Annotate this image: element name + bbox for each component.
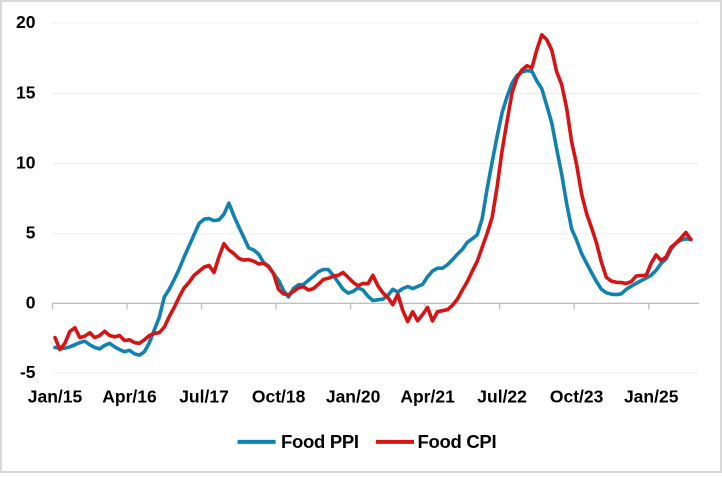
svg-text:Food CPI: Food CPI [418,431,497,452]
svg-text:Apr/16: Apr/16 [102,387,157,407]
svg-text:Jan/15: Jan/15 [28,387,83,407]
svg-text:Oct/23: Oct/23 [550,387,604,407]
svg-text:10: 10 [16,153,36,173]
svg-text:-5: -5 [20,362,36,382]
svg-text:15: 15 [16,83,36,103]
svg-text:Jul/22: Jul/22 [477,387,527,407]
svg-text:5: 5 [26,223,36,243]
svg-text:0: 0 [26,292,36,312]
svg-text:Jan/20: Jan/20 [326,387,381,407]
svg-text:Jul/17: Jul/17 [179,387,229,407]
svg-text:Oct/18: Oct/18 [252,387,306,407]
svg-text:Apr/21: Apr/21 [400,387,455,407]
svg-text:20: 20 [16,12,36,32]
svg-text:Jan/25: Jan/25 [624,387,679,407]
svg-text:Food PPI: Food PPI [281,431,359,452]
